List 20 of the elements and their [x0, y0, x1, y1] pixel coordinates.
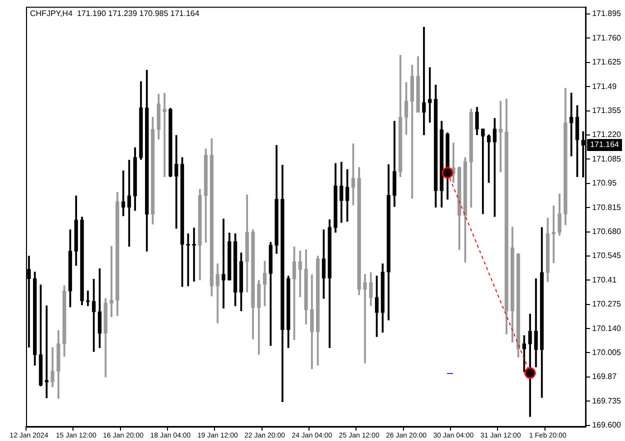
y-tick-label: 169.600: [592, 420, 622, 430]
y-tick-label: 170.95: [592, 178, 618, 188]
y-tick-label: 170.140: [592, 324, 622, 333]
y-tick-label: 171.760: [592, 33, 622, 42]
y-tick-label: 170.41: [592, 275, 618, 284]
y-tick-label: 171.895: [592, 9, 622, 18]
y-tick-label: 171.49: [592, 82, 618, 91]
chart-title: CHFJPY,H4 171.190 171.239 170.985 171.164: [30, 9, 200, 18]
annotation: 171.164: [590, 140, 620, 150]
y-tick-label: 171.220: [592, 130, 622, 140]
y-tick-label: 170.815: [592, 202, 622, 212]
y-tick-label: 169.87: [592, 372, 618, 382]
y-tick-label: 170.545: [592, 251, 622, 260]
y-tick-label: 171.085: [592, 154, 622, 164]
y-tick-label: 170.275: [592, 300, 622, 309]
y-tick-label: 170.680: [592, 226, 622, 236]
y-tick-label: 169.735: [592, 396, 622, 406]
y-tick-label: 170.005: [592, 348, 622, 357]
y-tick-label: 171.355: [592, 106, 622, 115]
y-tick-label: 171.625: [592, 58, 622, 67]
